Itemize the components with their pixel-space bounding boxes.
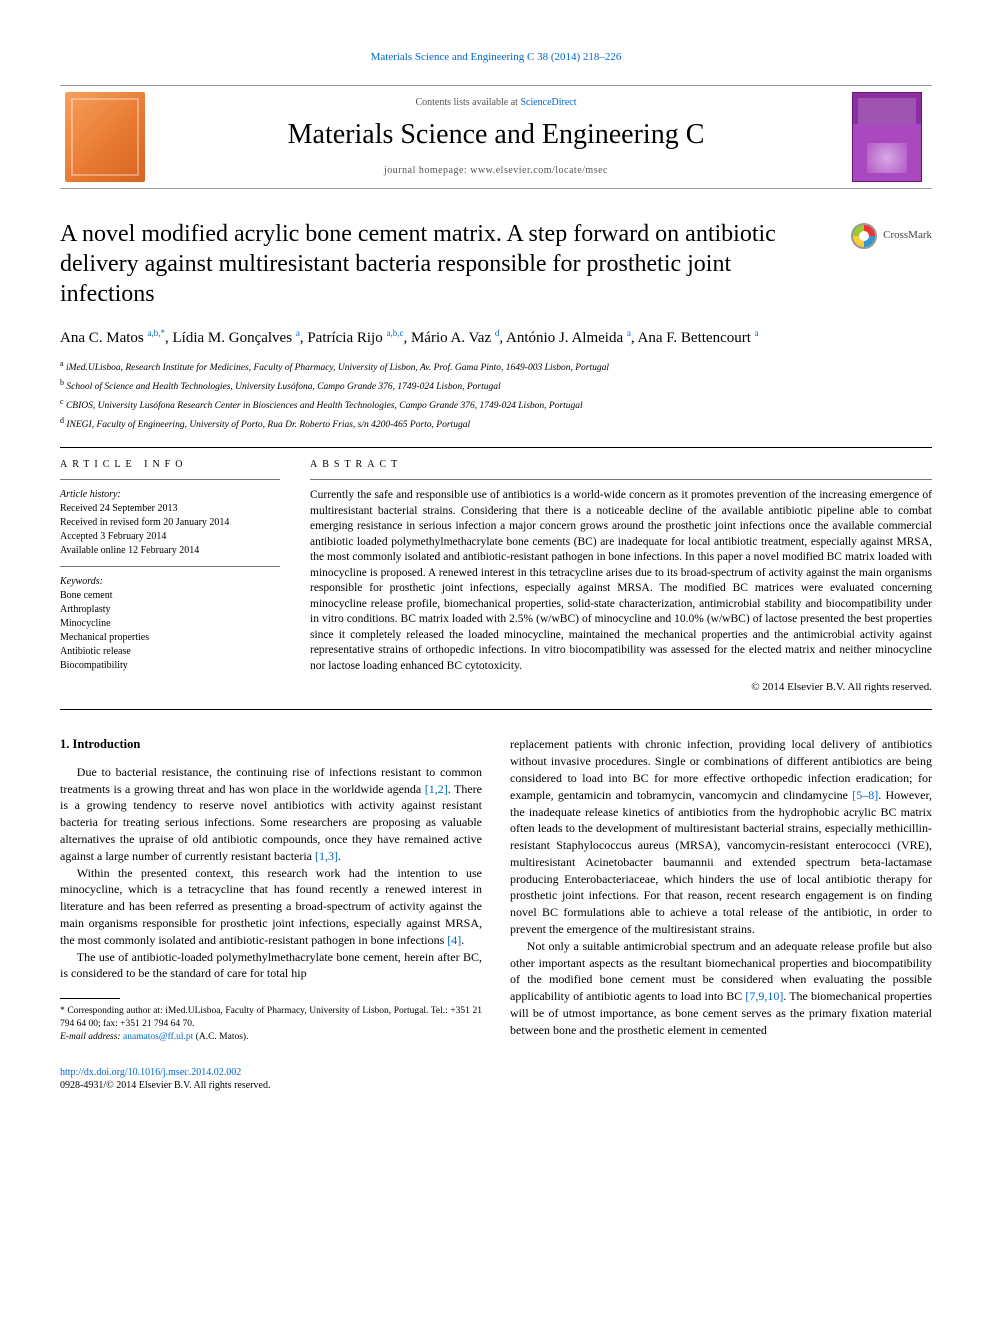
prev-article-link[interactable]: Materials Science and Engineering C 38 (… (60, 50, 932, 65)
affiliation: a iMed.ULisboa, Research Institute for M… (60, 358, 932, 376)
body-paragraph: Not only a suitable antimicrobial spectr… (510, 938, 932, 1039)
issn-line: 0928-4931/© 2014 Elsevier B.V. All right… (60, 1080, 270, 1091)
body-paragraph: replacement patients with chronic infect… (510, 736, 932, 938)
journal-cover-thumb (842, 92, 932, 182)
author: Ana C. Matos a,b,* (60, 330, 165, 346)
elsevier-tree-icon (65, 92, 145, 182)
citation-link[interactable]: [4] (447, 933, 461, 947)
author: , Lídia M. Gonçalves a (165, 330, 300, 346)
copyright: © 2014 Elsevier B.V. All rights reserved… (310, 680, 932, 695)
article-title: A novel modified acrylic bone cement mat… (60, 219, 932, 309)
cover-icon (852, 92, 922, 182)
affiliation: d INEGI, Faculty of Engineering, Univers… (60, 415, 932, 433)
homepage-line: journal homepage: www.elsevier.com/locat… (150, 164, 842, 178)
crossmark-label: CrossMark (883, 228, 932, 243)
article-info-heading: article info (60, 458, 280, 472)
divider (310, 479, 932, 480)
author: , Mário A. Vaz d (403, 330, 499, 346)
divider (60, 479, 280, 480)
citation-link[interactable]: [1,2] (425, 782, 448, 796)
citation-link[interactable]: [1,3] (315, 849, 338, 863)
citation-link[interactable]: [5–8] (852, 788, 878, 802)
divider (60, 998, 120, 999)
affiliation: c CBIOS, University Lusófona Research Ce… (60, 396, 932, 414)
journal-homepage-link[interactable]: www.elsevier.com/locate/msec (470, 165, 608, 176)
contents-line: Contents lists available at ScienceDirec… (150, 96, 842, 110)
corresponding-author: * Corresponding author at: iMed.ULisboa,… (60, 1005, 482, 1043)
email-link[interactable]: anamatos@ff.ul.pt (123, 1032, 193, 1042)
article-history: Article history: Received 24 September 2… (60, 488, 280, 673)
author-list: Ana C. Matos a,b,*, Lídia M. Gonçalves a… (60, 327, 932, 348)
body-paragraph: The use of antibiotic-loaded polymethylm… (60, 949, 482, 983)
crossmark-icon (851, 223, 877, 249)
abstract-text: Currently the safe and responsible use o… (310, 488, 932, 674)
citation-link[interactable]: [7,9,10] (745, 989, 783, 1003)
author: , António J. Almeida a (499, 330, 631, 346)
divider (60, 709, 932, 710)
crossmark-badge[interactable]: CrossMark (851, 223, 932, 249)
publisher-logo (60, 92, 150, 182)
author: , Patrícia Rijo a,b,c (300, 330, 404, 346)
author: , Ana F. Bettencourt a (631, 330, 759, 346)
sciencedirect-link[interactable]: ScienceDirect (520, 97, 576, 108)
body-paragraph: Within the presented context, this resea… (60, 865, 482, 949)
page-footer: http://dx.doi.org/10.1016/j.msec.2014.02… (60, 1066, 932, 1092)
body-paragraph: Due to bacterial resistance, the continu… (60, 764, 482, 865)
journal-title: Materials Science and Engineering C (150, 116, 842, 154)
section-heading-intro: 1. Introduction (60, 736, 482, 754)
doi-link[interactable]: http://dx.doi.org/10.1016/j.msec.2014.02… (60, 1067, 241, 1078)
keywords-list: Bone cement Arthroplasty Minocycline Mec… (60, 589, 280, 673)
body-two-column: 1. Introduction Due to bacterial resista… (60, 736, 932, 1043)
affiliation: b School of Science and Health Technolog… (60, 377, 932, 395)
divider (60, 447, 932, 448)
abstract-heading: abstract (310, 458, 932, 472)
journal-header: Contents lists available at ScienceDirec… (60, 85, 932, 189)
